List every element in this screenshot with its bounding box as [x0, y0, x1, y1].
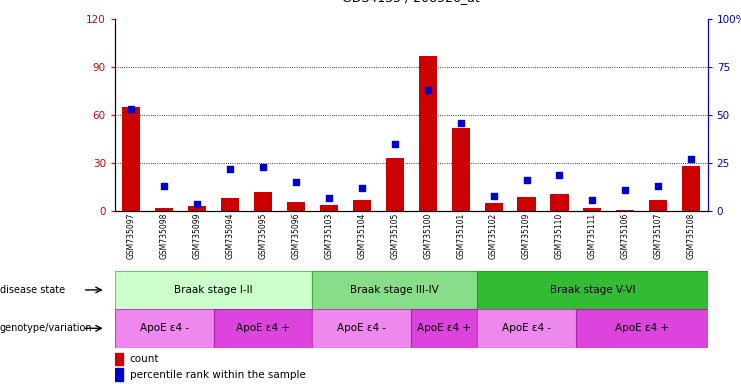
Point [323, 195, 335, 201]
Bar [254, 192, 272, 211]
Text: ApoE ε4 -: ApoE ε4 - [140, 323, 189, 333]
Text: genotype/variation: genotype/variation [0, 323, 93, 333]
Text: ApoE ε4 +: ApoE ε4 + [615, 323, 669, 333]
Bar [682, 166, 700, 211]
Text: Braak stage V-VI: Braak stage V-VI [550, 285, 635, 295]
Point [422, 87, 433, 93]
Bar [320, 205, 338, 211]
Bar [155, 208, 173, 211]
Bar [411, 309, 477, 348]
Point [225, 166, 236, 172]
Bar [313, 309, 411, 348]
Text: ApoE ε4 -: ApoE ε4 - [502, 323, 551, 333]
Point [389, 141, 401, 147]
Bar [188, 207, 206, 211]
Point [554, 172, 565, 178]
Point [125, 106, 137, 113]
Bar [419, 56, 436, 211]
Text: GDS4135 / 208526_at: GDS4135 / 208526_at [342, 0, 480, 4]
Text: percentile rank within the sample: percentile rank within the sample [130, 370, 306, 380]
Bar [617, 210, 634, 211]
Text: ApoE ε4 +: ApoE ε4 + [417, 323, 471, 333]
Bar [517, 197, 536, 211]
Bar [485, 203, 502, 211]
Bar [221, 199, 239, 211]
Bar [287, 202, 305, 211]
Point [586, 197, 598, 203]
Bar [583, 208, 602, 211]
Point [356, 185, 368, 191]
Point [290, 179, 302, 185]
Bar [115, 369, 123, 381]
Bar [386, 159, 404, 211]
Bar [451, 128, 470, 211]
Point [159, 183, 170, 189]
Bar [115, 309, 213, 348]
Bar [115, 353, 123, 365]
Text: ApoE ε4 -: ApoE ε4 - [337, 323, 386, 333]
Point [685, 156, 697, 162]
Bar [551, 194, 568, 211]
Bar [353, 200, 371, 211]
Text: Braak stage III-IV: Braak stage III-IV [350, 285, 439, 295]
Text: disease state: disease state [0, 285, 65, 295]
Point [521, 177, 533, 184]
Point [455, 120, 467, 126]
Bar [576, 309, 708, 348]
Bar [477, 309, 576, 348]
Bar [477, 271, 708, 309]
Bar [213, 309, 313, 348]
Bar [649, 200, 668, 211]
Text: ApoE ε4 +: ApoE ε4 + [236, 323, 290, 333]
Point [257, 164, 269, 170]
Point [191, 200, 203, 207]
Point [652, 183, 664, 189]
Bar [313, 271, 477, 309]
Point [488, 193, 499, 199]
Bar [115, 271, 313, 309]
Point [619, 187, 631, 193]
Text: count: count [130, 354, 159, 364]
Text: Braak stage I-II: Braak stage I-II [174, 285, 253, 295]
Bar [122, 107, 140, 211]
